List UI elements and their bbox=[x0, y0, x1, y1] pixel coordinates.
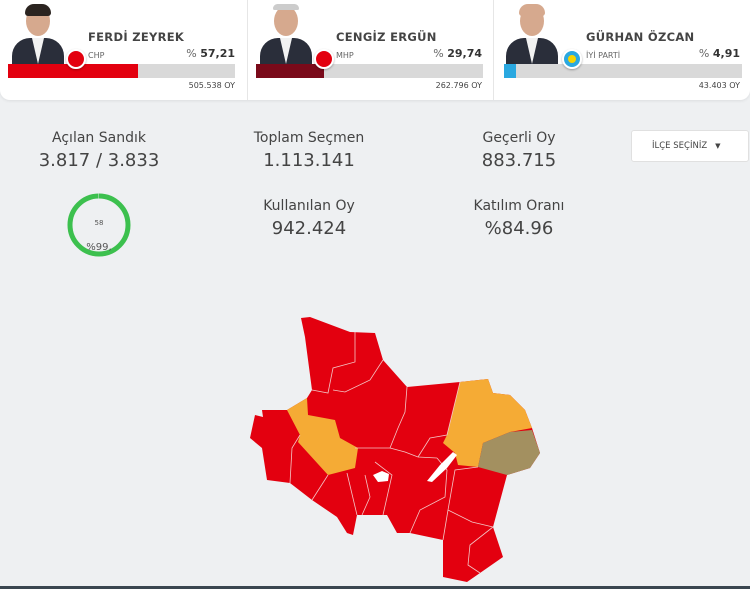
stat-value: 3.817 / 3.833 bbox=[38, 150, 160, 171]
candidate-results-panel: FERDİ ZEYREK CHP % 57,21 505.538 OY CENG… bbox=[0, 0, 750, 100]
mhp-logo-icon bbox=[314, 49, 334, 69]
candidate-photo bbox=[258, 4, 314, 64]
district-borders bbox=[289, 332, 494, 574]
candidate-photo bbox=[10, 4, 66, 64]
party-name: CHP bbox=[88, 51, 105, 60]
candidate-name: GÜRHAN ÖZCAN bbox=[586, 30, 695, 44]
chp-logo-icon bbox=[66, 49, 86, 69]
opened-ballot-progress-ring: %99, 58 bbox=[66, 192, 132, 258]
valid-votes-stat: Geçerli Oy 883.715 bbox=[429, 130, 609, 171]
stat-value: 942.424 bbox=[271, 218, 347, 239]
opened-ballot-stat: Açılan Sandık 3.817 / 3.833 bbox=[9, 130, 189, 171]
stat-label: Kullanılan Oy bbox=[263, 198, 355, 214]
candidate-card-ergun[interactable]: CENGİZ ERGÜN MHP % 29,74 262.796 OY bbox=[247, 0, 492, 100]
map-region-other[interactable] bbox=[478, 430, 540, 475]
map-region-mhp-east[interactable] bbox=[443, 379, 532, 467]
stat-value: 883.715 bbox=[481, 150, 557, 171]
vote-percent: % 57,21 bbox=[186, 47, 235, 60]
progress-percent-decimal: 58 bbox=[94, 219, 104, 227]
party-name: İYİ PARTİ bbox=[586, 51, 621, 60]
caret-down-icon: ▼ bbox=[715, 142, 721, 150]
candidate-name: FERDİ ZEYREK bbox=[88, 30, 185, 44]
vote-share-bar bbox=[8, 64, 235, 78]
vote-share-bar bbox=[256, 64, 483, 78]
map-region-mhp-west[interactable] bbox=[287, 398, 358, 475]
vote-count: 262.796 OY bbox=[435, 81, 482, 90]
stat-label: Geçerli Oy bbox=[482, 130, 556, 146]
vote-count: 505.538 OY bbox=[188, 81, 235, 90]
candidate-card-zeyrek[interactable]: FERDİ ZEYREK CHP % 57,21 505.538 OY bbox=[0, 0, 245, 100]
stat-value: %84.96 bbox=[484, 218, 554, 239]
vote-percent: % 29,74 bbox=[433, 47, 482, 60]
vote-share-bar bbox=[504, 64, 742, 78]
used-votes-stat: Kullanılan Oy 942.424 bbox=[219, 198, 399, 239]
stat-label: Toplam Seçmen bbox=[253, 130, 365, 146]
map-lake bbox=[427, 452, 457, 482]
party-name: MHP bbox=[336, 51, 354, 60]
district-select-dropdown[interactable]: İLÇE SEÇİNİZ ▼ bbox=[631, 130, 749, 162]
candidate-card-ozcan[interactable]: GÜRHAN ÖZCAN İYİ PARTİ % 4,91 43.403 OY bbox=[493, 0, 750, 100]
iyi-parti-logo-icon bbox=[562, 49, 582, 69]
progress-percent: %99, bbox=[86, 242, 112, 253]
stat-label: Katılım Oranı bbox=[473, 198, 565, 214]
stat-value: 1.113.141 bbox=[263, 150, 355, 171]
map-hole bbox=[373, 471, 389, 482]
district-select-label: İLÇE SEÇİNİZ bbox=[652, 141, 708, 151]
total-voters-stat: Toplam Seçmen 1.113.141 bbox=[219, 130, 399, 171]
candidate-photo bbox=[504, 4, 560, 64]
turnout-stat: Katılım Oranı %84.96 bbox=[429, 198, 609, 239]
stat-label: Açılan Sandık bbox=[52, 130, 146, 146]
vote-count: 43.403 OY bbox=[698, 81, 740, 90]
bottom-bar bbox=[0, 586, 750, 589]
candidate-name: CENGİZ ERGÜN bbox=[336, 30, 437, 44]
vote-percent: % 4,91 bbox=[698, 47, 740, 60]
